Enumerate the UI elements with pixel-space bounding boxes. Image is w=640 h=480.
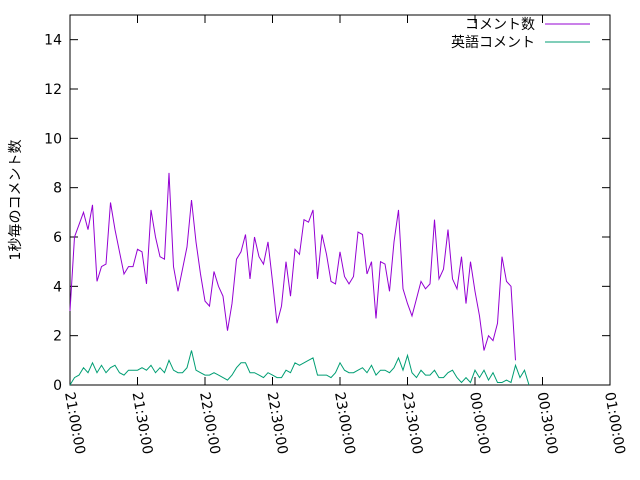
y-tick-label: 4 — [53, 279, 62, 295]
y-tick-label: 2 — [53, 329, 62, 345]
legend-label-2: 英語コメント — [451, 34, 535, 51]
y-tick-label: 12 — [44, 82, 62, 98]
series-line-1 — [69, 172, 516, 361]
x-tick-label: 21:00:00 — [61, 391, 88, 456]
x-tick-label: 00:30:00 — [534, 391, 561, 456]
y-tick-label: 0 — [53, 378, 62, 394]
series-line-2 — [69, 350, 530, 386]
x-tick-label: 22:30:00 — [264, 391, 291, 456]
x-tick-label: 23:00:00 — [331, 391, 358, 456]
y-tick-label: 6 — [53, 230, 62, 246]
y-axis-label: 1秒毎のコメント数 — [8, 140, 24, 261]
x-axis-ticks: 21:00:00 21:30:00 22:00:00 22:30:00 23:00:00… — [61, 15, 628, 456]
y-tick-label: 14 — [44, 33, 62, 49]
series-lines — [69, 172, 530, 386]
x-tick-label: 01:00:00 — [601, 391, 628, 456]
y-tick-label: 8 — [53, 181, 62, 197]
plot-frame — [69, 14, 611, 386]
x-tick-label: 21:30:00 — [129, 391, 156, 456]
legend-label-1: コメント数 — [465, 17, 535, 33]
x-tick-label: 00:00:00 — [466, 391, 493, 456]
x-tick-label: 23:30:00 — [399, 391, 426, 456]
x-tick-label: 22:00:00 — [196, 391, 223, 456]
y-axis-ticks: 0 2 4 6 8 10 12 14 — [44, 33, 610, 394]
y-tick-label: 10 — [44, 131, 62, 147]
